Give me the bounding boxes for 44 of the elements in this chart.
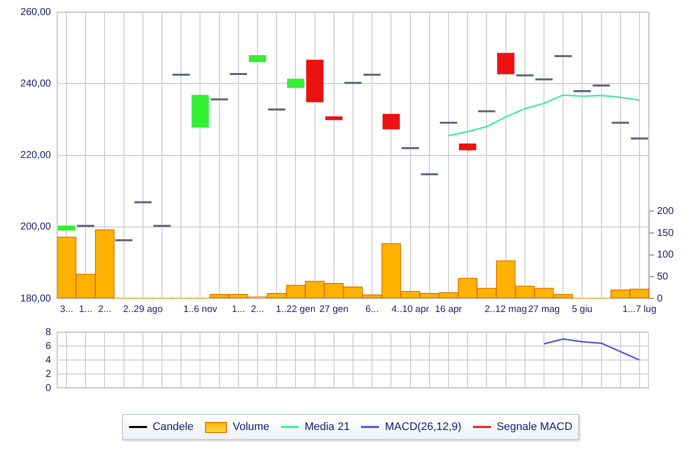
candlestick	[248, 55, 266, 62]
legend-label: Segnale MACD	[496, 421, 572, 433]
y2-tick-label: 50	[657, 271, 669, 282]
y2-tick-label: 100	[657, 250, 674, 261]
legend-label: Media 21	[304, 421, 350, 433]
y-tick-label: 0	[45, 382, 52, 394]
x-tick-label: 2...	[250, 304, 264, 315]
x-tick-label: 6...	[365, 304, 379, 315]
x-tick-label: 4..10 apr	[392, 304, 430, 315]
x-tick-label: 1..6 nov	[183, 304, 218, 315]
x-tick-label: 1...	[79, 304, 92, 315]
candlestick	[458, 144, 476, 152]
candlestick	[192, 94, 209, 128]
y-tick-label: 240,00	[20, 78, 52, 90]
x-tick-label: 1..22 gen	[276, 304, 316, 315]
y-tick-label: 200,00	[20, 222, 52, 233]
y2-tick-label: 150	[657, 228, 674, 239]
x-tick-label: 1...7 lug	[622, 304, 656, 315]
x-tick-label: 3...	[60, 304, 74, 315]
y-tick-label: 180,00	[20, 293, 52, 304]
x-tick-label: 2...	[98, 304, 112, 315]
y2-tick-label: 200	[657, 206, 674, 217]
legend-label: MACD(26,12,9)	[385, 421, 462, 433]
y-tick-label: 220,00	[20, 150, 52, 162]
candlestick	[287, 78, 304, 88]
x-tick-label: 2..29 ago	[123, 304, 163, 315]
candlestick	[306, 60, 324, 102]
y2-tick-label: 0	[657, 293, 663, 304]
candlestick	[497, 52, 514, 74]
x-tick-label: 5 giu	[572, 304, 592, 315]
x-tick-label: 16 apr	[435, 304, 462, 315]
x-tick-label: 27 gen	[319, 304, 348, 315]
x-tick-label: 2..12 mag	[484, 304, 527, 315]
x-tick-label: 1...	[232, 304, 246, 315]
candlestick	[58, 226, 76, 230]
y-tick-label: 8	[45, 326, 52, 338]
x-tick-label: 27 mag	[528, 304, 560, 315]
legend-label: Volume	[232, 421, 270, 433]
y-tick-label: 260,00	[20, 6, 52, 18]
y-tick-label: 6	[45, 340, 52, 352]
text: Candele	[152, 421, 194, 433]
candlestick	[382, 114, 400, 130]
y-tick-label: 2	[45, 368, 52, 380]
y-tick-label: 4	[45, 354, 52, 366]
